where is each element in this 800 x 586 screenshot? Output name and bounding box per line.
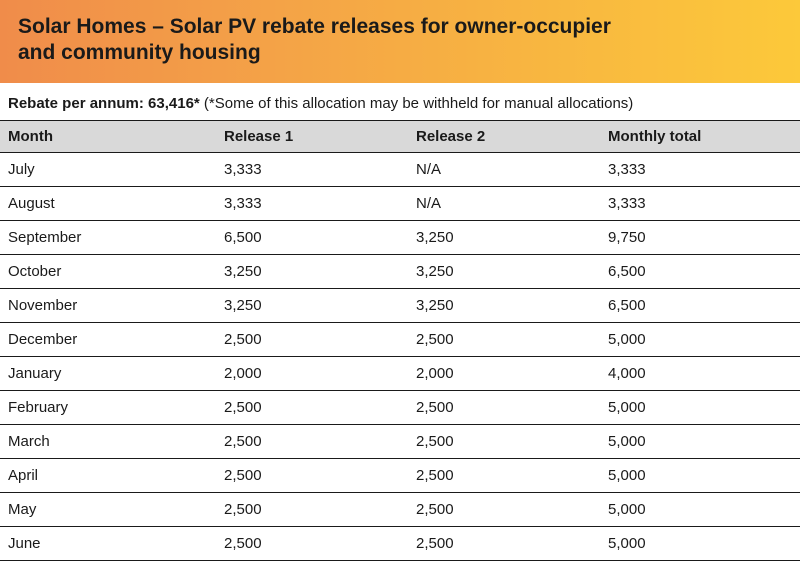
page-header: Solar Homes – Solar PV rebate releases f…	[0, 0, 800, 83]
table-body: July3,333N/A3,333August3,333N/A3,333Sept…	[0, 152, 800, 560]
table-cell: N/A	[408, 152, 600, 186]
table-cell: July	[0, 152, 216, 186]
table-cell: 2,500	[408, 458, 600, 492]
table-cell: 3,333	[216, 152, 408, 186]
table-row: July3,333N/A3,333	[0, 152, 800, 186]
rebate-table: Month Release 1 Release 2 Monthly total …	[0, 120, 800, 561]
table-cell: 2,500	[216, 390, 408, 424]
table-row: November3,2503,2506,500	[0, 288, 800, 322]
table-row: April2,5002,5005,000	[0, 458, 800, 492]
table-cell: 9,750	[600, 220, 800, 254]
table-cell: October	[0, 254, 216, 288]
rebate-subheading: Rebate per annum: 63,416* (*Some of this…	[0, 83, 800, 120]
table-row: September6,5003,2509,750	[0, 220, 800, 254]
table-cell: 2,500	[216, 322, 408, 356]
table-cell: January	[0, 356, 216, 390]
table-cell: 2,500	[408, 526, 600, 560]
table-cell: 3,333	[600, 152, 800, 186]
col-month: Month	[0, 120, 216, 152]
rebate-label: Rebate per annum:	[8, 95, 144, 112]
table-cell: 2,500	[408, 492, 600, 526]
table-cell: 3,333	[600, 186, 800, 220]
table-cell: 2,000	[408, 356, 600, 390]
table-row: August3,333N/A3,333	[0, 186, 800, 220]
table-cell: 2,500	[216, 492, 408, 526]
col-monthly-total: Monthly total	[600, 120, 800, 152]
table-cell: December	[0, 322, 216, 356]
table-cell: 5,000	[600, 390, 800, 424]
table-cell: 5,000	[600, 322, 800, 356]
table-cell: August	[0, 186, 216, 220]
table-row: May2,5002,5005,000	[0, 492, 800, 526]
page-title: Solar Homes – Solar PV rebate releases f…	[18, 14, 782, 67]
table-cell: March	[0, 424, 216, 458]
title-line-2: and community housing	[18, 41, 261, 64]
table-cell: 2,500	[216, 458, 408, 492]
table-cell: 6,500	[600, 288, 800, 322]
table-cell: June	[0, 526, 216, 560]
table-cell: 5,000	[600, 424, 800, 458]
table-cell: 6,500	[216, 220, 408, 254]
table-cell: 2,000	[216, 356, 408, 390]
table-row: December2,5002,5005,000	[0, 322, 800, 356]
table-cell: 2,500	[408, 390, 600, 424]
table-row: January2,0002,0004,000	[0, 356, 800, 390]
table-cell: N/A	[408, 186, 600, 220]
table-cell: 2,500	[216, 526, 408, 560]
table-cell: 2,500	[408, 322, 600, 356]
table-cell: 5,000	[600, 526, 800, 560]
table-row: October3,2503,2506,500	[0, 254, 800, 288]
col-release-1: Release 1	[216, 120, 408, 152]
col-release-2: Release 2	[408, 120, 600, 152]
table-cell: 3,250	[408, 220, 600, 254]
rebate-value: 63,416*	[148, 95, 200, 112]
table-cell: 5,000	[600, 492, 800, 526]
table-cell: 5,000	[600, 458, 800, 492]
table-cell: 3,250	[408, 288, 600, 322]
table-cell: 4,000	[600, 356, 800, 390]
table-cell: 2,500	[408, 424, 600, 458]
table-header-row: Month Release 1 Release 2 Monthly total	[0, 120, 800, 152]
table-cell: April	[0, 458, 216, 492]
table-cell: 2,500	[216, 424, 408, 458]
title-line-1: Solar Homes – Solar PV rebate releases f…	[18, 15, 611, 38]
rebate-note: (*Some of this allocation may be withhel…	[204, 95, 633, 112]
table-row: June2,5002,5005,000	[0, 526, 800, 560]
table-cell: November	[0, 288, 216, 322]
table-cell: 3,250	[216, 254, 408, 288]
table-cell: May	[0, 492, 216, 526]
table-cell: September	[0, 220, 216, 254]
table-cell: 3,250	[216, 288, 408, 322]
table-cell: February	[0, 390, 216, 424]
table-cell: 6,500	[600, 254, 800, 288]
table-row: February2,5002,5005,000	[0, 390, 800, 424]
table-cell: 3,333	[216, 186, 408, 220]
table-row: March2,5002,5005,000	[0, 424, 800, 458]
table-cell: 3,250	[408, 254, 600, 288]
